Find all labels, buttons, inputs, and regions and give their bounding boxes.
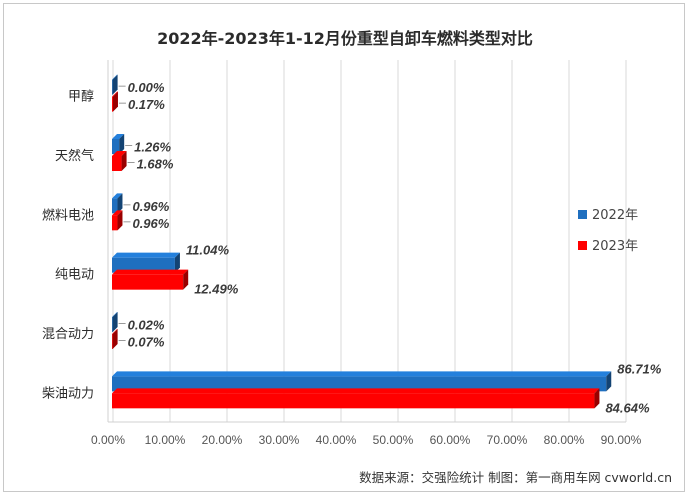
gridlines bbox=[107, 60, 627, 423]
bar-top bbox=[112, 329, 118, 334]
x-tick-label: 30.00% bbox=[259, 433, 300, 447]
category-label: 天然气 bbox=[55, 148, 94, 164]
legend: 2022年 2023年 bbox=[578, 208, 638, 254]
bar-front bbox=[112, 334, 113, 349]
data-label: 0.96% bbox=[132, 199, 169, 214]
data-label: 12.49% bbox=[194, 282, 239, 297]
bar-2022: 86.71% bbox=[112, 361, 662, 392]
bar-top bbox=[112, 371, 612, 377]
bar-side bbox=[112, 329, 118, 349]
data-label: 11.04% bbox=[186, 243, 230, 258]
bar-front bbox=[112, 257, 175, 273]
x-tick-label: 90.00% bbox=[601, 433, 642, 447]
bar-side bbox=[119, 134, 125, 154]
legend-swatch bbox=[578, 210, 587, 219]
bar-front bbox=[112, 156, 122, 171]
bar-top bbox=[112, 210, 123, 216]
legend-swatch bbox=[578, 241, 587, 250]
bars: 0.00% 0.17% 1.26% 1.68% 0.96% 0.96% 11.04% 12.4… bbox=[112, 74, 662, 415]
category-label: 柴油动力 bbox=[42, 386, 94, 401]
bar-front bbox=[112, 96, 113, 112]
bar-2022: 0.00% bbox=[112, 74, 165, 95]
x-tick-label: 50.00% bbox=[373, 433, 414, 447]
bar-2022: 11.04% bbox=[112, 243, 229, 273]
bar-top bbox=[112, 74, 118, 80]
bar-side bbox=[594, 388, 600, 409]
x-tick-label: 80.00% bbox=[544, 433, 585, 447]
bar-top bbox=[112, 91, 118, 97]
data-label: 0.00% bbox=[128, 80, 165, 95]
bar-top bbox=[112, 134, 125, 139]
bar-side bbox=[117, 210, 123, 231]
x-axis-ticks: 0.00% 10.00% 20.00% 30.00% 40.00% 50.00% 60.00… bbox=[91, 433, 642, 447]
bar-side bbox=[112, 312, 118, 332]
bar-front bbox=[112, 274, 184, 290]
bar-2022: 0.96% bbox=[112, 193, 170, 214]
bar-side bbox=[121, 151, 127, 171]
bar-side bbox=[112, 74, 118, 95]
x-tick-label: 10.00% bbox=[145, 433, 186, 447]
data-label: 86.71% bbox=[617, 361, 662, 376]
bar-side bbox=[606, 371, 612, 392]
bar-top bbox=[112, 193, 123, 199]
bar-2023: 1.68% bbox=[112, 151, 174, 172]
bar-front bbox=[112, 393, 595, 409]
legend-label: 2023年 bbox=[592, 239, 638, 254]
bar-front bbox=[112, 79, 113, 95]
bar-2023: 0.17% bbox=[112, 91, 165, 112]
category-label: 混合动力 bbox=[42, 327, 94, 342]
bar-front bbox=[112, 215, 118, 231]
category-label: 燃料电池 bbox=[42, 207, 94, 223]
data-label: 84.64% bbox=[605, 400, 650, 415]
bar-top bbox=[112, 269, 189, 275]
bar-front bbox=[112, 198, 118, 214]
bar-2023: 0.96% bbox=[112, 210, 170, 231]
x-tick-label: 0.00% bbox=[91, 433, 125, 447]
bar-front bbox=[112, 317, 113, 332]
data-label: 0.96% bbox=[132, 216, 169, 231]
legend-label: 2022年 bbox=[592, 208, 638, 223]
x-tick-label: 20.00% bbox=[202, 433, 243, 447]
category-label: 纯电动 bbox=[55, 268, 94, 283]
data-label: 0.17% bbox=[128, 97, 165, 112]
category-label: 甲醇 bbox=[68, 89, 94, 105]
x-tick-label: 70.00% bbox=[487, 433, 528, 447]
bar-top bbox=[112, 388, 600, 394]
chart-canvas: 2022年-2023年1-12月份重型自卸车燃料类型对比 0.00% 0.17% 1… bbox=[42, 29, 672, 485]
bar-side bbox=[183, 269, 189, 290]
chart-title: 2022年-2023年1-12月份重型自卸车燃料类型对比 bbox=[157, 29, 533, 48]
bar-top bbox=[112, 312, 118, 317]
bar-2022: 1.26% bbox=[112, 134, 171, 155]
source-note: 数据来源：交强险统计 制图：第一商用车网 cvworld.cn bbox=[359, 470, 672, 485]
bar-top bbox=[112, 252, 180, 258]
bar-front bbox=[112, 376, 607, 392]
bar-2023: 0.07% bbox=[112, 329, 165, 350]
data-label: 0.07% bbox=[128, 335, 165, 350]
bar-front bbox=[112, 139, 120, 154]
bar-side bbox=[112, 91, 118, 112]
bar-2023: 12.49% bbox=[112, 269, 239, 297]
data-label: 1.68% bbox=[137, 157, 174, 172]
bar-side bbox=[117, 193, 123, 214]
bar-top bbox=[112, 151, 127, 156]
bar-2022: 0.02% bbox=[112, 312, 165, 333]
bar-side bbox=[174, 252, 180, 273]
chart-frame: 2022年-2023年1-12月份重型自卸车燃料类型对比 0.00% 0.17% 1… bbox=[3, 3, 685, 492]
x-tick-label: 40.00% bbox=[316, 433, 357, 447]
x-tick-label: 60.00% bbox=[430, 433, 471, 447]
data-label: 0.02% bbox=[128, 318, 165, 333]
data-label: 1.26% bbox=[134, 140, 171, 155]
bar-2023: 84.64% bbox=[112, 388, 650, 415]
